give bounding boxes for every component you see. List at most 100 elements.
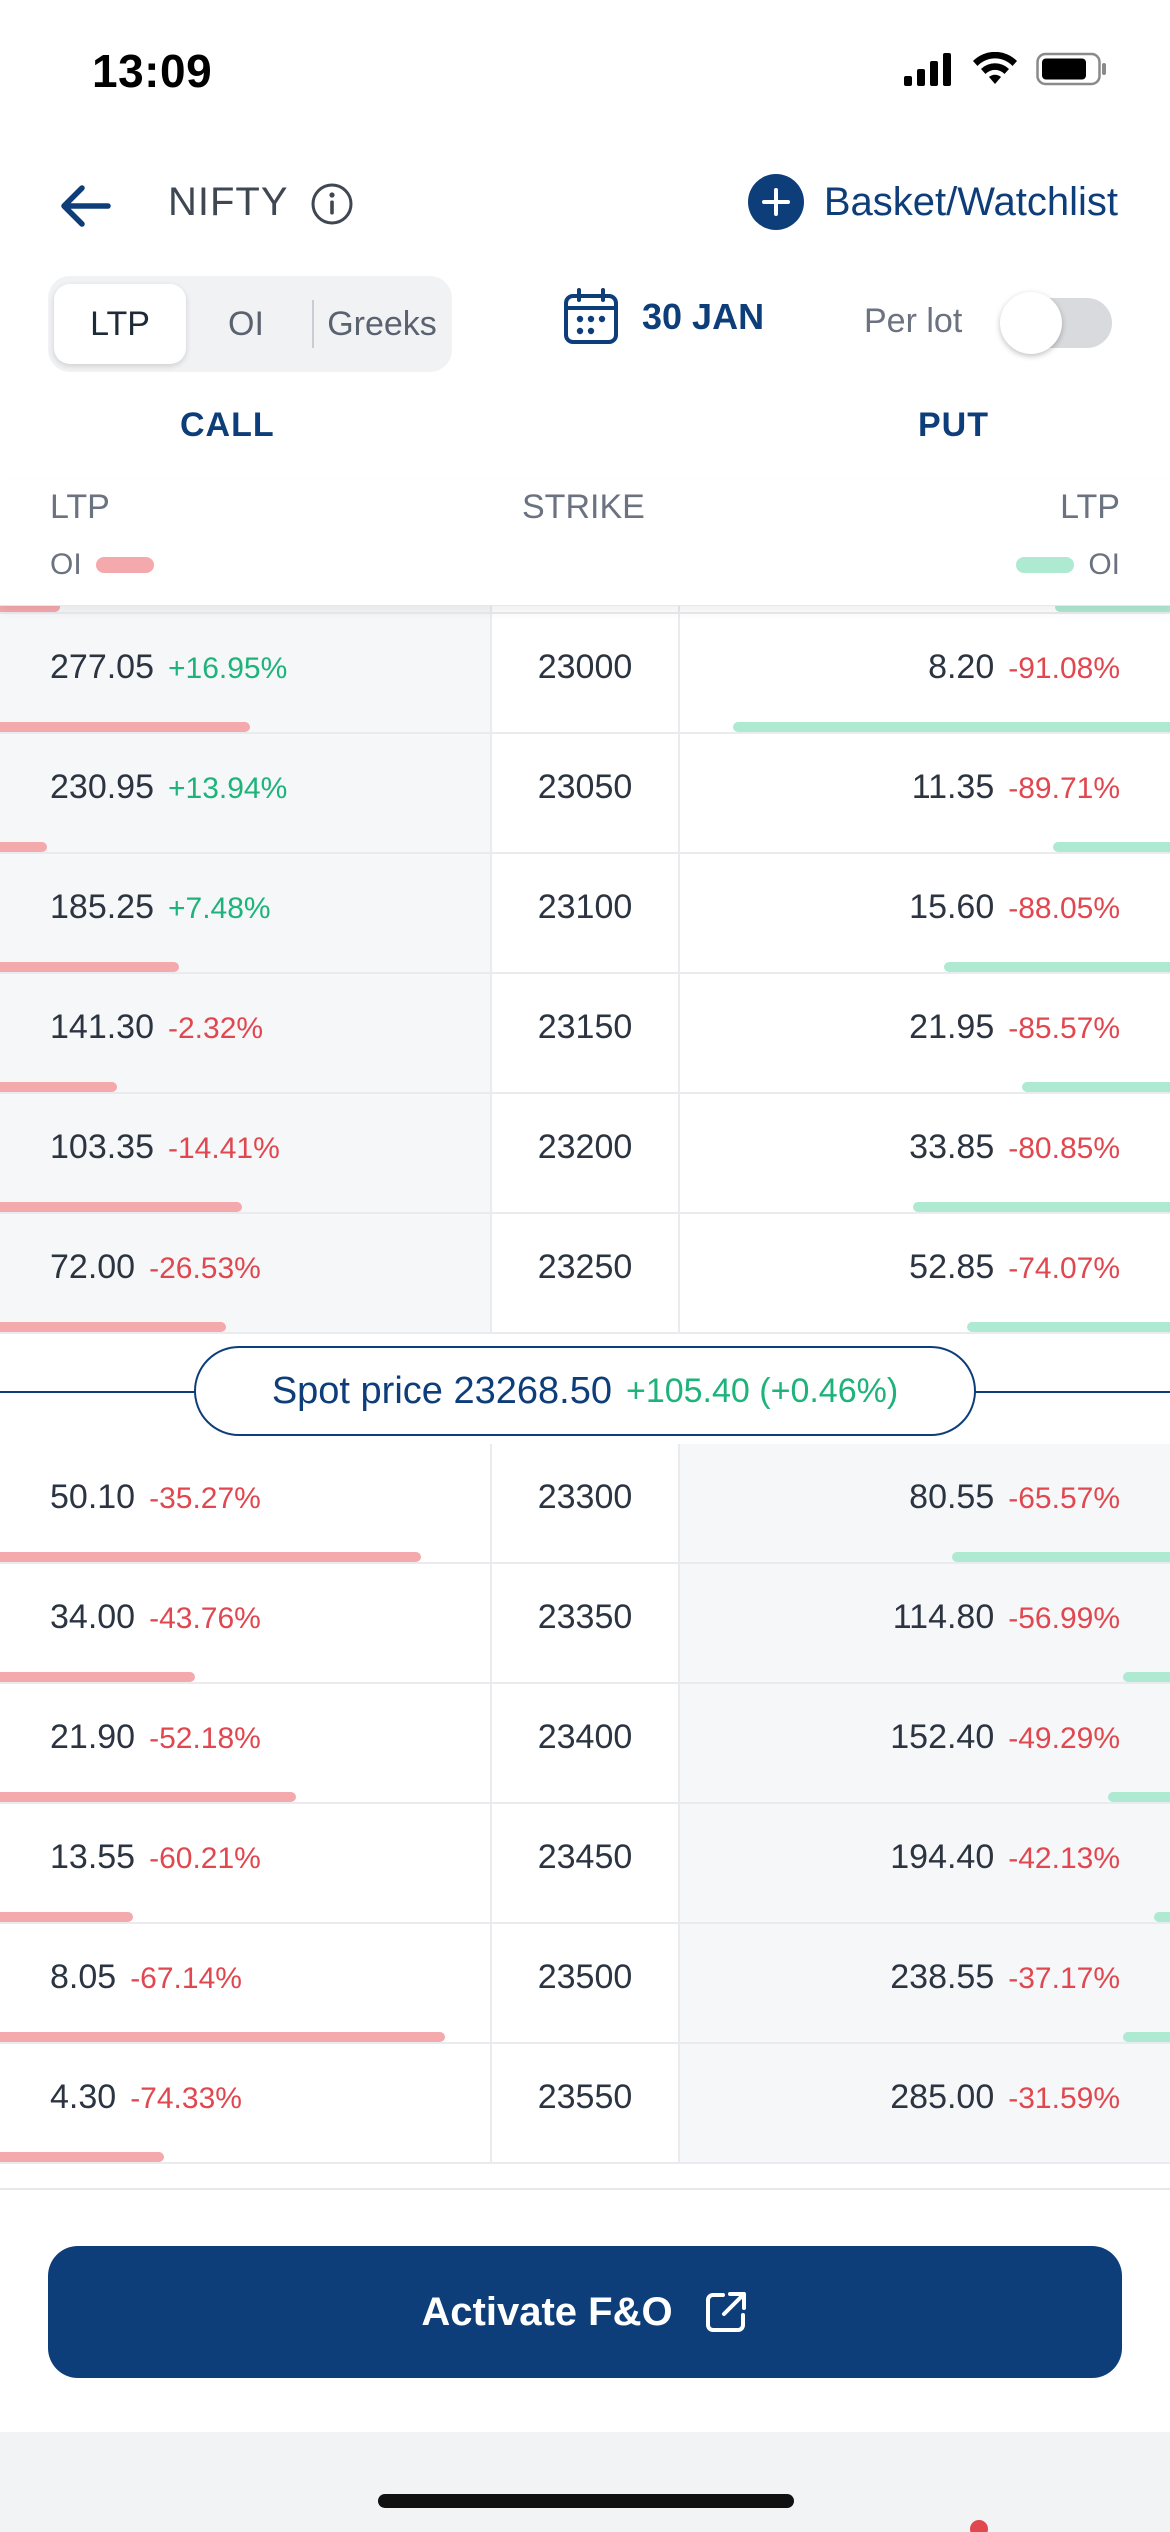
call-oi-bar (0, 1202, 242, 1212)
strike-price: 23100 (537, 888, 633, 926)
tab-greeks[interactable]: Greeks (327, 304, 437, 343)
put-oi-bar (1053, 842, 1170, 852)
call-ltp-value: 185.25 (50, 888, 154, 926)
call-change: -26.53% (149, 1252, 261, 1285)
strike-cell[interactable]: 23250 (490, 1214, 680, 1332)
back-button[interactable] (52, 174, 116, 238)
strike-cell[interactable]: 23350 (490, 1564, 680, 1682)
calendar-icon (564, 288, 618, 344)
call-ltp: 21.90 -52.18% (50, 1718, 261, 1757)
strike-cell[interactable]: 23550 (490, 2044, 680, 2162)
call-ltp: 34.00 -43.76% (50, 1598, 261, 1637)
tab-ltp[interactable]: LTP (54, 284, 186, 364)
symbol-title: NIFTY (168, 180, 289, 224)
put-cell[interactable]: 33.85 -80.85% (680, 1094, 1170, 1212)
strike-cell[interactable]: 23150 (490, 974, 680, 1092)
strike-header: STRIKE (522, 488, 645, 526)
call-cell[interactable]: 277.05 +16.95% (0, 614, 490, 732)
call-change: -52.18% (149, 1722, 261, 1755)
call-change: -14.41% (168, 1132, 280, 1165)
call-ltp-value: 13.55 (50, 1838, 136, 1876)
put-oi-swatch (1016, 557, 1075, 573)
spot-price-change: +105.40 (+0.46%) (625, 1371, 899, 1410)
put-oi-bar (952, 1552, 1170, 1562)
put-change: -49.29% (1008, 1722, 1120, 1755)
put-cell[interactable]: 8.20 -91.08% (680, 614, 1170, 732)
put-change: -42.13% (1008, 1842, 1120, 1875)
strike-cell (490, 606, 680, 612)
call-cell[interactable]: 50.10 -35.27% (0, 1444, 490, 1562)
table-row[interactable]: 277.05 +16.95% 23000 8.20 -91.08% (0, 614, 1170, 734)
table-row[interactable]: 141.30 -2.32% 23150 21.95 -85.57% (0, 974, 1170, 1094)
call-ltp: 4.30 -74.33% (50, 2078, 242, 2117)
call-cell[interactable]: 8.05 -67.14% (0, 1924, 490, 2042)
expiry-date-picker[interactable]: 30 JAN (562, 288, 764, 346)
table-row[interactable]: 103.35 -14.41% 23200 33.85 -80.85% (0, 1094, 1170, 1214)
call-cell[interactable]: 185.25 +7.48% (0, 854, 490, 972)
table-row[interactable]: 230.95 +13.94% 23050 11.35 -89.71% (0, 734, 1170, 854)
strike-cell[interactable]: 23100 (490, 854, 680, 972)
call-cell[interactable]: 4.30 -74.33% (0, 2044, 490, 2162)
per-lot-toggle[interactable] (1000, 292, 1112, 354)
put-cell[interactable]: 238.55 -37.17% (680, 1924, 1170, 2042)
call-ltp-value: 72.00 (50, 1248, 136, 1286)
put-ltp: 52.85 -74.07% (909, 1248, 1120, 1287)
call-cell[interactable]: 13.55 -60.21% (0, 1804, 490, 1922)
put-cell[interactable]: 285.00 -31.59% (680, 2044, 1170, 2162)
table-row[interactable]: 8.05 -67.14% 23500 238.55 -37.17% (0, 1924, 1170, 2044)
call-cell[interactable]: 21.90 -52.18% (0, 1684, 490, 1802)
table-row[interactable]: 185.25 +7.48% 23100 15.60 -88.05% (0, 854, 1170, 974)
call-change: +16.95% (168, 652, 288, 685)
call-cell[interactable]: 34.00 -43.76% (0, 1564, 490, 1682)
strike-cell[interactable]: 23000 (490, 614, 680, 732)
call-label: CALL (180, 406, 275, 444)
table-row[interactable]: 4.30 -74.33% 23550 285.00 -31.59% (0, 2044, 1170, 2164)
strike-cell[interactable]: 23200 (490, 1094, 680, 1212)
option-chain[interactable]: 277.05 +16.95% 23000 8.20 -91.08% 230.95 +13.9… (0, 606, 1170, 2188)
call-oi-swatch (95, 557, 154, 573)
call-cell[interactable]: 141.30 -2.32% (0, 974, 490, 1092)
put-ltp: 33.85 -80.85% (909, 1128, 1120, 1167)
call-oi-label: OI (50, 548, 82, 581)
call-ltp: 141.30 -2.32% (50, 1008, 263, 1047)
table-row[interactable]: 13.55 -60.21% 23450 194.40 -42.13% (0, 1804, 1170, 1924)
table-row[interactable]: 34.00 -43.76% 23350 114.80 -56.99% (0, 1564, 1170, 1684)
strike-price: 23550 (537, 2078, 633, 2116)
put-cell[interactable]: 114.80 -56.99% (680, 1564, 1170, 1682)
top-bar: NIFTY Basket/Watchlist (0, 160, 1170, 250)
call-change: -67.14% (130, 1962, 242, 1995)
call-cell[interactable]: 103.35 -14.41% (0, 1094, 490, 1212)
strike-cell[interactable]: 23400 (490, 1684, 680, 1802)
strike-cell[interactable]: 23300 (490, 1444, 680, 1562)
put-ltp-value: 52.85 (909, 1248, 995, 1286)
put-cell[interactable]: 194.40 -42.13% (680, 1804, 1170, 1922)
strike-price: 23500 (537, 1958, 633, 1996)
put-cell[interactable]: 52.85 -74.07% (680, 1214, 1170, 1332)
call-ltp-value: 8.05 (50, 1958, 117, 1996)
strike-cell[interactable]: 23450 (490, 1804, 680, 1922)
table-row[interactable]: 72.00 -26.53% 23250 52.85 -74.07% (0, 1214, 1170, 1334)
strike-cell[interactable]: 23050 (490, 734, 680, 852)
call-cell[interactable]: 72.00 -26.53% (0, 1214, 490, 1332)
call-ltp: 103.35 -14.41% (50, 1128, 280, 1167)
put-cell[interactable]: 11.35 -89.71% (680, 734, 1170, 852)
put-cell[interactable]: 21.95 -85.57% (680, 974, 1170, 1092)
strike-cell[interactable]: 23500 (490, 1924, 680, 2042)
home-indicator[interactable] (378, 2494, 794, 2508)
call-change: -43.76% (149, 1602, 261, 1635)
table-row[interactable]: 50.10 -35.27% 23300 80.55 -65.57% (0, 1444, 1170, 1564)
put-cell[interactable]: 80.55 -65.57% (680, 1444, 1170, 1562)
activate-fo-label: Activate F&O (421, 2289, 673, 2334)
battery-icon (1036, 52, 1106, 86)
call-ltp: 13.55 -60.21% (50, 1838, 261, 1877)
activate-fo-button[interactable]: Activate F&O (48, 2246, 1122, 2378)
info-icon[interactable] (310, 182, 354, 226)
call-cell (0, 606, 490, 612)
put-cell[interactable]: 15.60 -88.05% (680, 854, 1170, 972)
basket-watchlist-button[interactable]: Basket/Watchlist (747, 174, 1118, 230)
tab-oi[interactable]: OI (228, 304, 264, 343)
put-ltp-value: 285.00 (890, 2078, 995, 2116)
call-cell[interactable]: 230.95 +13.94% (0, 734, 490, 852)
put-cell[interactable]: 152.40 -49.29% (680, 1684, 1170, 1802)
table-row[interactable]: 21.90 -52.18% 23400 152.40 -49.29% (0, 1684, 1170, 1804)
